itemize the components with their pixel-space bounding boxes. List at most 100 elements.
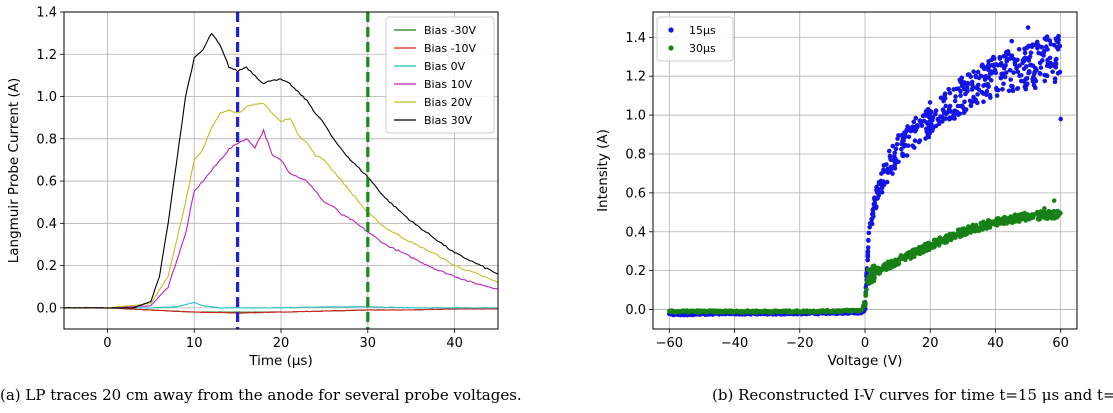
data-point: [916, 244, 922, 250]
data-point: [886, 148, 892, 154]
data-point: [1047, 38, 1053, 43]
y-tick-label: 0.2: [625, 264, 646, 279]
data-point: [942, 116, 947, 121]
data-point: [984, 88, 990, 94]
data-point: [1047, 55, 1053, 61]
data-point: [892, 156, 897, 162]
data-point: [1052, 76, 1058, 82]
data-point: [1038, 65, 1044, 70]
data-point: [884, 179, 890, 185]
data-point-outlier: [1042, 48, 1047, 54]
data-point: [932, 237, 937, 243]
data-point: [885, 263, 890, 269]
data-point: [947, 90, 953, 96]
data-point: [938, 95, 944, 101]
data-point: [945, 110, 950, 115]
data-point: [1003, 219, 1009, 224]
legend-label: 15μs: [689, 24, 716, 37]
data-point: [958, 93, 963, 98]
x-tick-label: 30: [360, 336, 377, 351]
data-point: [1020, 57, 1026, 63]
data-point: [893, 146, 899, 152]
data-point: [979, 63, 985, 69]
data-point: [981, 83, 986, 88]
data-point: [1022, 50, 1028, 56]
data-point: [881, 163, 887, 168]
data-point: [995, 62, 1001, 68]
data-point: [981, 99, 986, 105]
data-point: [1009, 53, 1015, 59]
series-line-bias--10v: [64, 307, 498, 314]
data-point: [1025, 44, 1031, 49]
data-point: [946, 86, 952, 92]
data-point: [1042, 78, 1048, 84]
data-point: [958, 88, 963, 94]
data-point: [989, 57, 994, 63]
data-point: [1037, 70, 1043, 76]
data-point: [968, 103, 974, 109]
axes-frame: [63, 11, 499, 330]
data-point: [975, 69, 981, 75]
data-point: [1032, 77, 1038, 82]
data-point: [867, 280, 872, 286]
data-point: [917, 118, 923, 123]
data-point: [867, 268, 873, 273]
data-point: [952, 98, 958, 104]
data-point: [876, 191, 881, 197]
data-point: [940, 107, 946, 112]
data-point: [965, 80, 971, 86]
data-point: [997, 56, 1003, 61]
y-tick-label: 0.4: [625, 225, 646, 240]
data-point: [926, 113, 932, 119]
y-tick-label: 0.2: [36, 259, 57, 274]
data-point: [942, 96, 948, 101]
data-point: [987, 71, 993, 76]
data-point: [1017, 73, 1022, 79]
data-point: [1044, 215, 1050, 220]
data-point: [1000, 71, 1006, 77]
data-point: [866, 230, 872, 236]
data-point: [867, 224, 873, 230]
data-point: [1027, 54, 1033, 60]
data-point: [1035, 46, 1040, 51]
data-point: [953, 235, 958, 240]
data-point: [870, 264, 876, 269]
data-point: [965, 88, 970, 93]
x-axis-label: Voltage (V): [828, 353, 903, 369]
data-point: [1053, 57, 1059, 63]
data-point-outlier: [1051, 42, 1057, 48]
data-point: [913, 127, 919, 132]
data-point: [896, 133, 901, 138]
data-point: [962, 99, 967, 105]
data-point: [865, 245, 871, 250]
data-point: [899, 255, 904, 261]
data-point: [896, 261, 902, 266]
data-point: [933, 111, 938, 117]
data-point: [975, 92, 980, 97]
x-tick-label: 10: [186, 336, 203, 351]
data-point: [1001, 63, 1007, 69]
data-point: [878, 182, 884, 187]
data-point: [1039, 212, 1045, 218]
x-axis-label: Time (μs): [248, 353, 313, 369]
data-point: [910, 143, 915, 149]
data-point: [874, 265, 879, 271]
data-point: [921, 118, 927, 124]
y-axis-label: Intensity (A): [595, 129, 611, 212]
data-point: [1015, 57, 1020, 63]
data-point: [1008, 77, 1013, 82]
data-point: [994, 216, 1000, 222]
data-point: [984, 226, 990, 231]
legend-label: Bias 0V: [424, 60, 466, 73]
data-point: [925, 106, 931, 112]
data-point: [959, 103, 965, 109]
data-point: [993, 70, 999, 76]
data-point: [994, 93, 1000, 98]
data-point: [895, 257, 901, 263]
legend-box: [385, 16, 495, 134]
data-point: [888, 157, 894, 163]
series-line-bias-20v: [64, 102, 498, 309]
data-point: [970, 85, 975, 91]
data-point: [919, 123, 925, 128]
data-point: [985, 81, 991, 87]
